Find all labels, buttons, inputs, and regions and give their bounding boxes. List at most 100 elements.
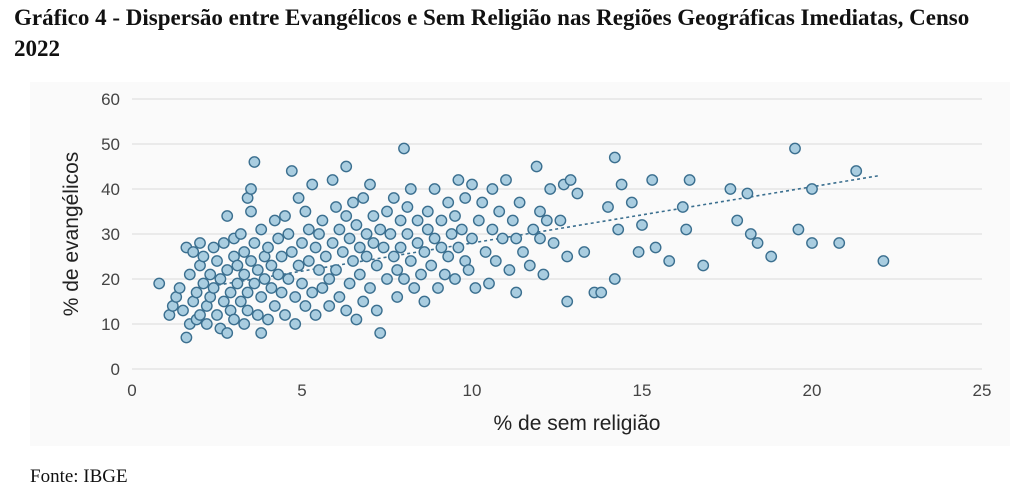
data-point [173,282,186,294]
data-point [238,318,251,330]
data-point [469,282,482,294]
data-point [285,165,298,177]
data-point [370,259,383,272]
data-point [408,282,421,294]
data-point [153,277,166,290]
x-axis-label: % de sem religião [494,412,661,435]
data-point [285,246,298,258]
data-point [282,228,295,240]
data-point [207,282,220,294]
data-point [615,178,628,191]
data-point [279,309,291,321]
data-point [248,237,261,249]
data-point [296,277,308,290]
data-point [806,183,818,195]
data-point [608,151,621,164]
data-point [340,210,353,222]
data-point [428,183,441,195]
data-point [411,214,424,227]
data-point [258,273,271,285]
data-point [296,237,308,249]
data-point [245,183,257,195]
data-point [340,304,353,317]
data-point [517,246,529,258]
chart-area: 0 10 20 30 40 50 60 0 5 10 15 20 25 % de evangélico… [30,82,1010,446]
data-point [404,183,417,195]
data-point [438,268,451,281]
data-point [360,250,373,263]
data-point [323,300,336,312]
data-point [248,156,261,168]
data-point [194,237,206,249]
data-point [224,286,237,299]
data-point [741,187,754,200]
data-point [326,174,339,186]
data-point [200,318,213,330]
data-point [483,277,495,290]
data-point [272,232,285,245]
data-point [221,327,234,339]
x-tick-label: 20 [803,381,822,400]
data-point [625,196,638,209]
data-point [612,223,625,236]
data-point [806,237,818,249]
data-point [476,196,489,209]
data-point [183,268,196,281]
data-point [197,250,210,263]
data-point [459,192,472,204]
data-point [537,268,550,281]
y-tick-label: 60 [101,90,120,109]
data-point [445,228,458,240]
data-point [262,313,274,326]
data-point [211,309,223,321]
data-point [421,223,434,236]
data-point [506,214,519,227]
data-point [367,237,380,249]
data-point [194,309,206,321]
data-point [428,232,441,245]
data-point [275,250,288,263]
y-tick-label: 0 [111,360,120,379]
data-point [544,183,557,195]
data-point [442,250,455,263]
data-point [255,223,268,236]
data-point [319,250,332,263]
data-point [744,228,757,240]
data-point [234,228,247,240]
data-point [680,223,693,236]
data-point [381,273,393,285]
data-point [503,264,516,276]
data-point [279,210,291,222]
data-point [394,241,407,254]
data-point [384,228,397,240]
data-point [340,160,353,173]
data-point [336,246,349,258]
x-tick-label: 10 [463,381,482,400]
data-point [765,250,778,263]
data-point [190,286,203,299]
data-point [510,286,523,299]
data-point [534,232,546,245]
data-point [466,232,478,245]
data-point [330,264,342,276]
data-point [663,255,676,267]
data-point [350,219,363,231]
data-point [435,241,448,254]
data-point [265,282,278,294]
chart-title: Gráfico 4 - Dispersão entre Evangélicos … [14,5,970,61]
data-point [306,286,319,299]
x-tick-label: 0 [127,381,136,400]
y-tick-label: 30 [101,225,120,244]
data-point [306,178,319,191]
data-point [387,250,400,263]
y-tick-label: 20 [101,270,120,289]
data-point [350,313,363,326]
data-point [513,196,526,209]
data-point [632,246,645,258]
data-point [241,286,254,299]
data-points [153,142,890,344]
data-point [268,214,281,227]
data-point [234,295,247,308]
data-point [489,255,502,267]
x-tick-label: 15 [633,381,652,400]
